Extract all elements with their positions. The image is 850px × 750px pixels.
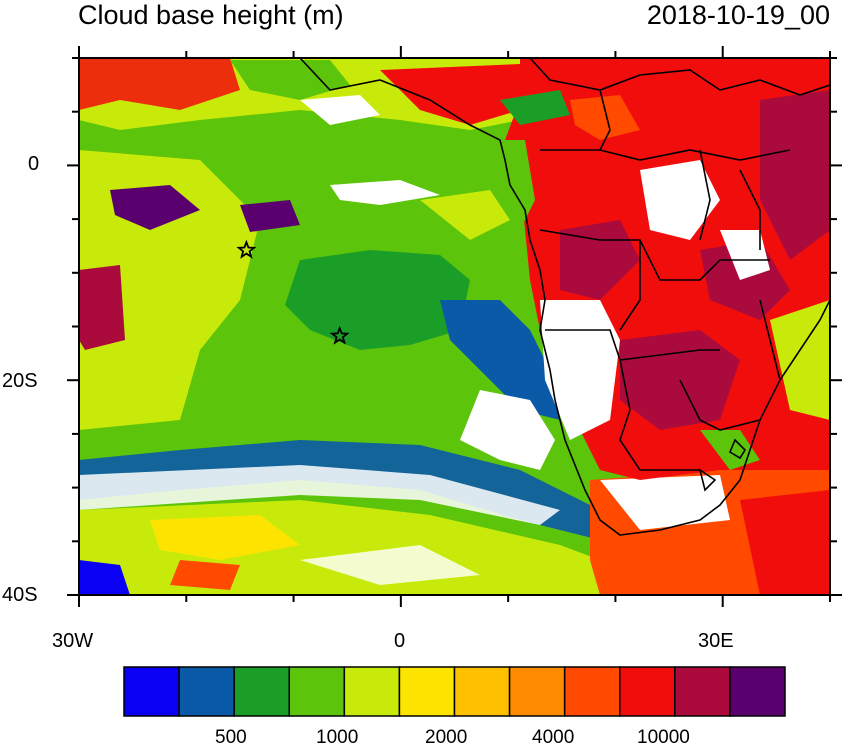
colorbar-label-1000: 1000 [316, 727, 359, 748]
map-title: Cloud base height (m) [78, 0, 344, 30]
y-tick-label-40s: 40S [2, 584, 38, 606]
colorbar-swatch-7 [453, 666, 511, 717]
colorbar-swatch-11 [674, 666, 731, 717]
colorbar-swatch-3 [233, 666, 291, 717]
colorbar-swatch-9 [563, 666, 621, 717]
colorbar-label-10000: 10000 [637, 727, 690, 748]
colorbar-swatch-4 [288, 666, 346, 717]
colorbar-swatch-1 [123, 666, 180, 717]
y-tick-label-0: 0 [28, 153, 40, 175]
colorbar-swatch-8 [508, 666, 566, 717]
colorbar-label-500: 500 [215, 727, 247, 748]
colorbar-label-4000: 4000 [532, 727, 575, 748]
colorbar-swatch-5 [343, 666, 401, 717]
x-tick-label-30w: 30W [52, 630, 94, 652]
colorbar-swatch-6 [398, 666, 456, 717]
colorbar-label-2000: 2000 [425, 727, 468, 748]
colorbar-swatch-12 [729, 666, 786, 717]
x-tick-label-0: 0 [394, 630, 406, 652]
star-marker-2 [329, 325, 350, 345]
cloud-field [79, 58, 830, 595]
colorbar [123, 666, 786, 717]
axis-ticks [67, 46, 842, 607]
station-markers [236, 239, 350, 345]
x-tick-label-30e: 30E [698, 630, 734, 652]
y-tick-label-20s: 20S [2, 370, 38, 392]
coastlines [299, 58, 830, 536]
colorbar-swatch-10 [619, 666, 676, 717]
star-marker-1 [236, 239, 257, 259]
colorbar-swatch-2 [178, 666, 235, 717]
map-date: 2018-10-19_00 [646, 0, 830, 30]
